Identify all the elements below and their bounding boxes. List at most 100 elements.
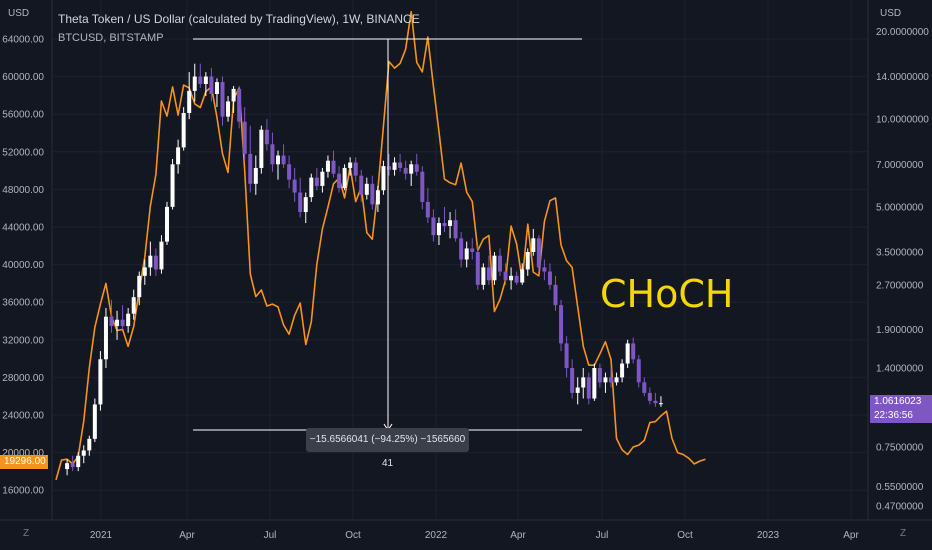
candle-up: [392, 162, 397, 170]
theta-candles: [65, 63, 663, 476]
candle-up: [525, 252, 530, 270]
candle-down: [542, 267, 547, 272]
left-tick-label: 36000.00: [2, 298, 44, 309]
candle-up: [115, 319, 120, 327]
candle-up: [92, 404, 97, 439]
candle-up: [181, 112, 186, 148]
candle-down: [609, 377, 613, 383]
candle-down: [109, 316, 114, 327]
candle-up: [481, 267, 486, 285]
candle-down: [331, 160, 336, 174]
candle-down: [120, 319, 125, 327]
candle-up: [98, 359, 103, 405]
candle-up: [381, 166, 386, 191]
symbol-title[interactable]: Theta Token / US Dollar (calculated by T…: [58, 12, 420, 26]
candle-up: [409, 164, 414, 174]
left-price-axis[interactable]: 16000.00 20000.00 24000.00 28000.00 32000.00…: [2, 35, 44, 497]
candle-down: [281, 155, 286, 165]
candle-down: [442, 223, 447, 226]
right-tick-label: 14.0000000: [876, 72, 929, 83]
candle-up: [81, 450, 86, 456]
candle-down: [631, 343, 636, 360]
candle-down: [298, 192, 303, 213]
right-scale-toggle[interactable]: Z: [899, 528, 907, 539]
candle-up: [581, 377, 586, 388]
candle-down: [514, 275, 519, 283]
candle-down: [559, 305, 564, 344]
right-price-tag: 1.0616023: [870, 395, 932, 409]
candle-up: [325, 160, 330, 172]
candle-up: [170, 164, 175, 207]
candle-down: [470, 248, 475, 253]
time-tick-label: Apr: [510, 530, 526, 541]
candle-down: [453, 220, 458, 239]
left-tick-label: 40000.00: [2, 260, 44, 271]
candle-down: [209, 76, 214, 94]
btc-line-series: [55, 10, 706, 481]
time-tick-label: Apr: [843, 530, 859, 541]
right-tick-label: 0.5500000: [876, 482, 924, 493]
candle-down: [220, 82, 225, 117]
candle-down: [503, 271, 508, 281]
candle-down: [403, 167, 408, 174]
overlay-symbol[interactable]: BTCUSD, BITSTAMP: [58, 32, 164, 44]
right-tick-label: 0.4700000: [876, 502, 924, 513]
right-axis-unit: USD: [880, 8, 902, 19]
right-tick-label: 1.9000000: [876, 325, 924, 336]
candle-down: [597, 368, 602, 383]
candle-down: [653, 400, 658, 404]
candle-down: [636, 359, 641, 383]
candle-up: [276, 155, 280, 165]
chart-legend: Theta Token / US Dollar (calculated by T…: [58, 10, 420, 48]
right-tick-label: 7.0000000: [876, 160, 924, 171]
candle-down: [498, 255, 502, 272]
candle-up: [65, 463, 70, 470]
candle-down: [70, 463, 75, 468]
left-tick-label: 16000.00: [2, 486, 44, 497]
right-tick-label: 10.0000000: [876, 115, 929, 126]
candle-down: [242, 121, 247, 154]
candle-down: [248, 153, 253, 184]
candle-up: [464, 248, 469, 260]
left-tick-label: 64000.00: [2, 35, 44, 46]
candle-down: [414, 164, 419, 172]
candle-down: [486, 267, 491, 281]
candle-down: [475, 252, 480, 285]
candle-up: [492, 255, 497, 281]
candle-up: [320, 171, 325, 186]
candle-down: [337, 173, 342, 189]
candle-up: [614, 377, 619, 383]
candle-up: [192, 76, 197, 91]
candle-up: [509, 275, 514, 281]
candle-down: [287, 164, 292, 180]
candle-up: [131, 297, 136, 314]
candle-up: [142, 267, 147, 276]
candle-up: [375, 190, 380, 205]
right-tick-label: 1.4000000: [876, 364, 924, 375]
measure-label[interactable]: −15.6566041 (−94.25%) −1565660​41: [306, 428, 469, 469]
time-axis[interactable]: 2021 Apr Jul Oct 2022 Apr Jul Oct 2023 Apr: [90, 530, 860, 541]
left-tick-label: 20000.00: [2, 448, 44, 459]
candle-up: [159, 241, 164, 270]
candle-up: [342, 167, 347, 189]
left-axis-unit: USD: [8, 8, 30, 19]
candle-up: [203, 76, 208, 85]
btc-line: [55, 10, 706, 481]
choch-annotation[interactable]: CHoCH: [600, 272, 734, 316]
right-tick-label: 20.0000000: [876, 27, 929, 38]
left-tick-label: 24000.00: [2, 411, 44, 422]
right-tick-label: 5.0000000: [876, 202, 924, 213]
candle-up: [176, 147, 181, 165]
candle-down: [370, 183, 375, 205]
left-tick-label: 56000.00: [2, 110, 44, 121]
left-tick-label: 28000.00: [2, 373, 44, 384]
left-scale-toggle[interactable]: Z: [22, 528, 30, 539]
candle-up: [448, 220, 453, 226]
candle-down: [292, 179, 297, 193]
left-tick-label: 60000.00: [2, 72, 44, 83]
candle-up: [103, 316, 108, 360]
candle-down: [564, 343, 569, 368]
